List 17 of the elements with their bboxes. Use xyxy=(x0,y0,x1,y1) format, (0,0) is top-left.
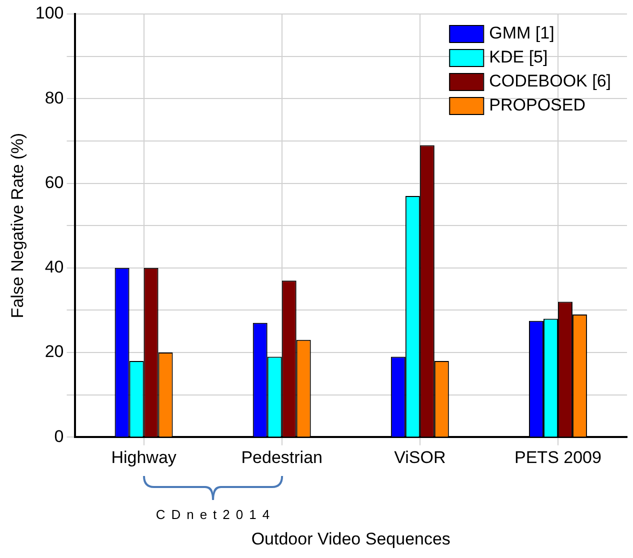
x-tick-label: ViSOR xyxy=(394,448,446,468)
legend-label: GMM [1] xyxy=(489,24,554,43)
y-tick-label: 40 xyxy=(44,258,64,277)
y-tick-label: 100 xyxy=(35,4,64,23)
y-tick-label: 0 xyxy=(54,426,64,446)
y-tick-label: 60 xyxy=(44,172,64,192)
x-axis-title: Outdoor Video Sequences xyxy=(251,529,450,548)
y-axis-title: False Negative Rate (%) xyxy=(8,133,27,318)
y-tick-label: 20 xyxy=(44,342,64,362)
text: CDnet2014 xyxy=(156,507,276,522)
legend-label: CODEBOOK [6] xyxy=(489,72,612,91)
y-tick-label: 80 xyxy=(44,88,64,108)
x-tick-label: Highway xyxy=(111,448,177,468)
x-tick-label: PETS 2009 xyxy=(514,448,602,468)
legend-label: KDE [5] xyxy=(489,48,548,67)
legend-label: PROPOSED xyxy=(489,96,586,115)
x-tick-label: Pedestrian xyxy=(241,448,322,468)
